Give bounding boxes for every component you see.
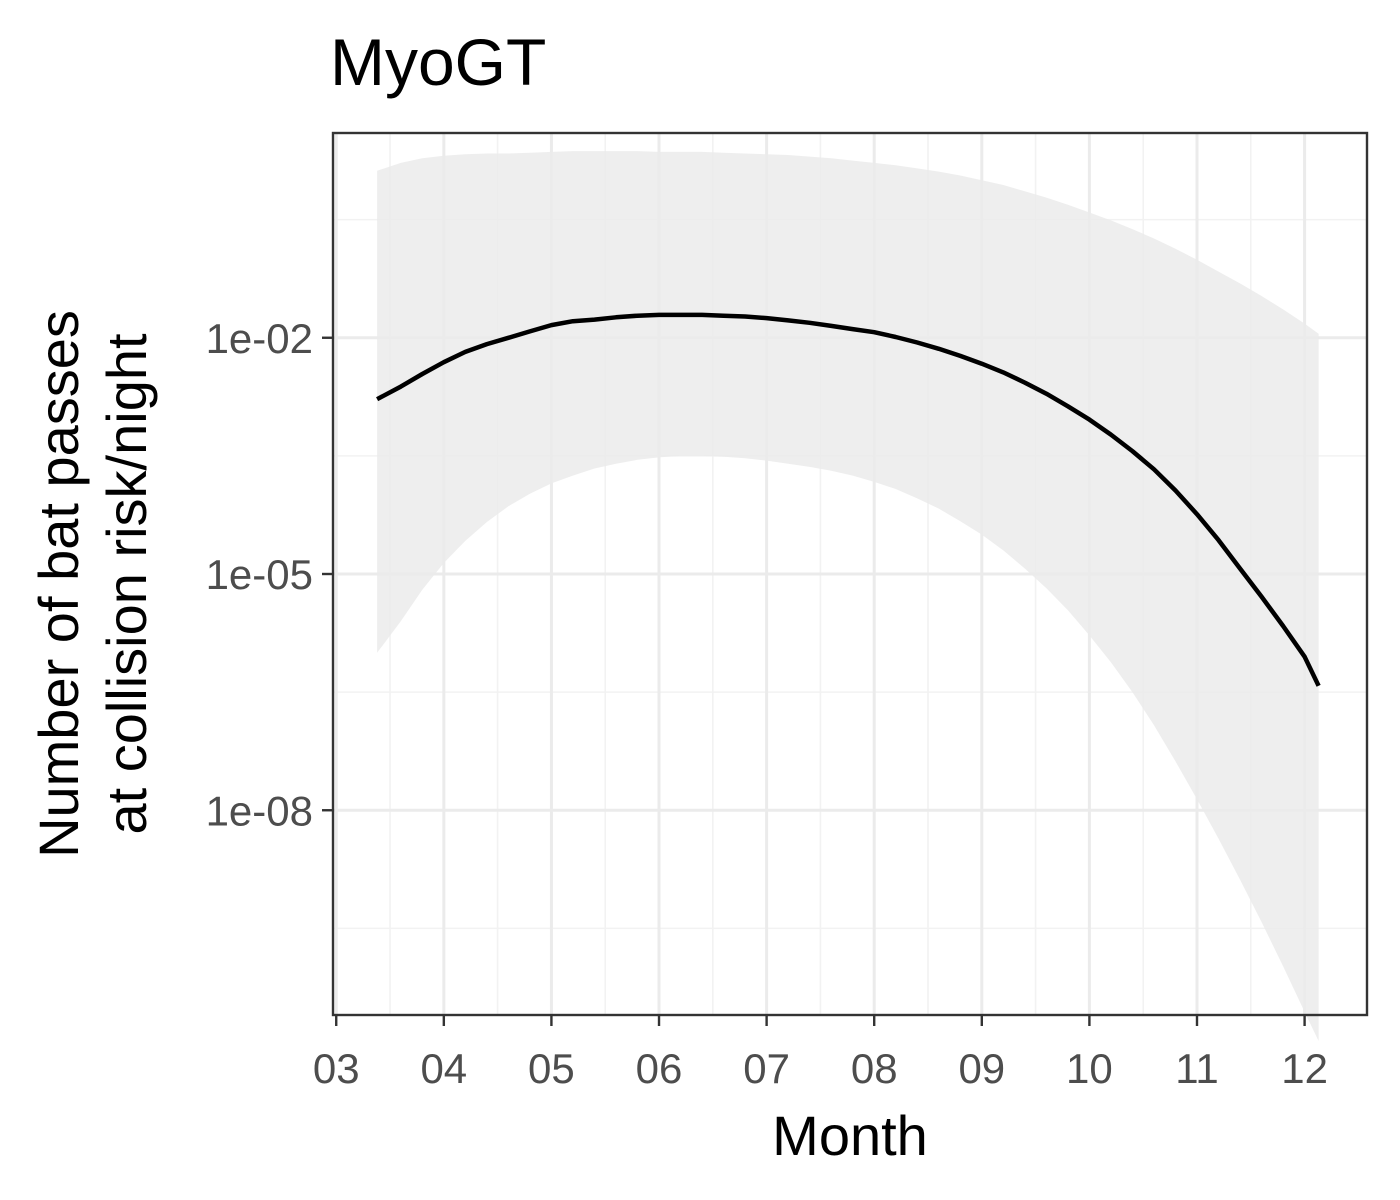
y-axis: 1e-02 1e-05 1e-08 [206,315,333,834]
plot-area [331,131,1369,1042]
chart-title: MyoGT [330,25,546,99]
x-tick-label: 11 [1175,1045,1219,1092]
confidence-ribbon [377,151,1319,1042]
y-tick-label: 1e-08 [206,787,313,834]
y-tick-label: 1e-05 [206,551,313,598]
y-axis-title-line-1: Number of bat passes [27,310,90,858]
x-tick-label: 08 [851,1045,898,1092]
x-axis: 03 04 05 06 07 08 09 10 11 12 [313,1015,1328,1092]
y-axis-title: Number of bat passes at collision risk/n… [27,310,158,858]
x-tick-label: 06 [636,1045,683,1092]
x-axis-title: Month [772,1104,928,1167]
y-axis-title-line-2: at collision risk/night [95,333,158,835]
x-tick-label: 09 [958,1045,1005,1092]
x-tick-label: 07 [743,1045,790,1092]
x-tick-label: 05 [528,1045,575,1092]
series-line [376,312,1321,687]
y-tick-label: 1e-02 [206,315,313,362]
x-tick-label: 12 [1281,1045,1328,1092]
x-tick-label: 04 [420,1045,467,1092]
x-tick-label: 10 [1066,1045,1113,1092]
x-tick-label: 03 [313,1045,360,1092]
